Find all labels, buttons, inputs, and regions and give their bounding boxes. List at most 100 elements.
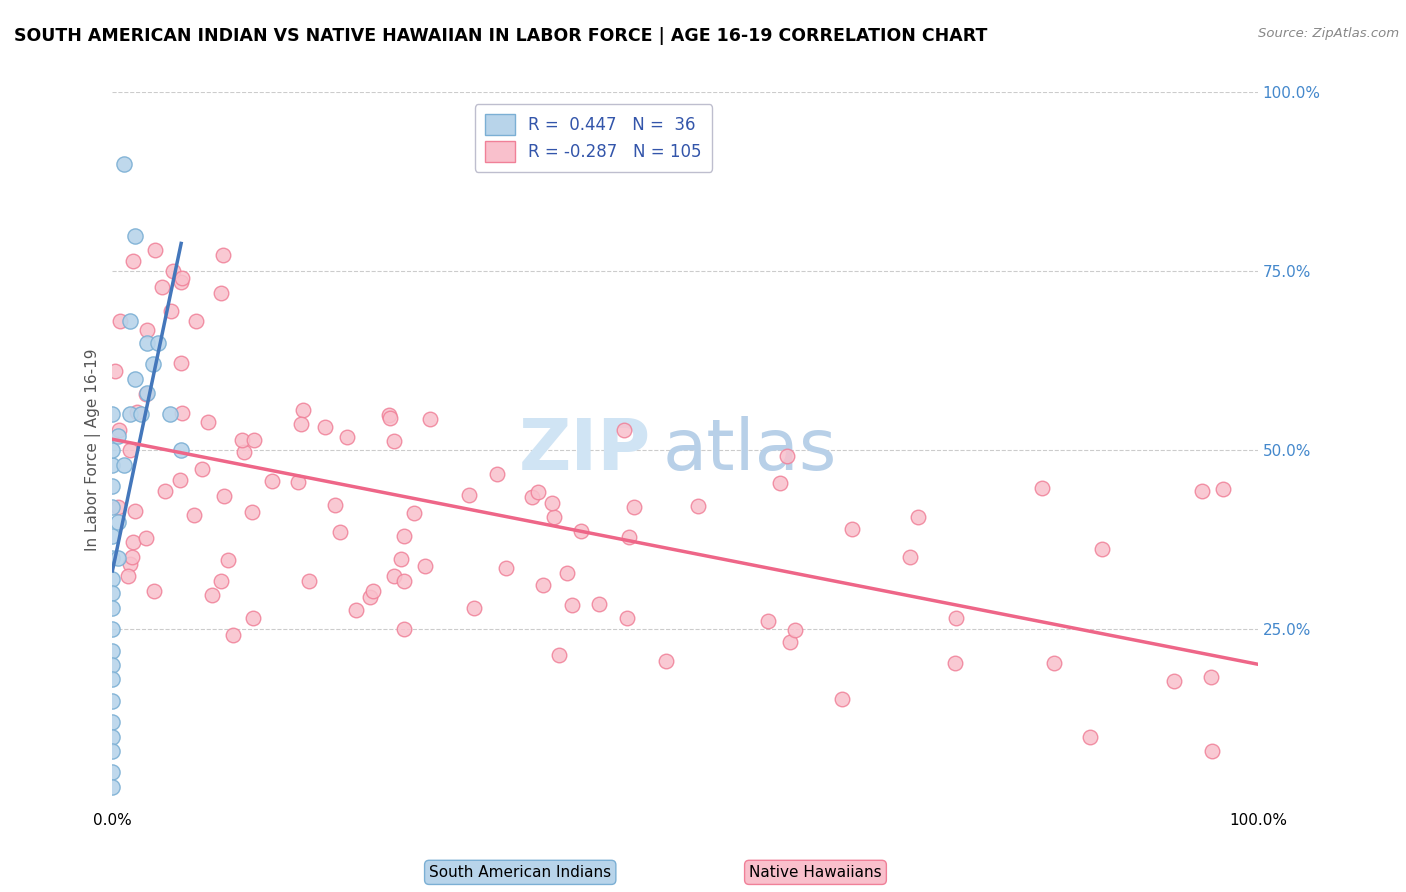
Text: atlas: atlas xyxy=(662,416,837,484)
Point xyxy=(209,574,232,588)
Point xyxy=(378,409,401,423)
Point xyxy=(389,552,412,566)
Point xyxy=(543,510,565,524)
Point xyxy=(162,264,184,278)
Point xyxy=(361,583,384,598)
Point xyxy=(101,572,124,586)
Point xyxy=(101,600,124,615)
Legend: R =  0.447   N =  36, R = -0.287   N = 105: R = 0.447 N = 36, R = -0.287 N = 105 xyxy=(475,104,711,171)
Point xyxy=(112,458,135,472)
Point xyxy=(323,498,346,512)
Point xyxy=(124,228,146,243)
Point xyxy=(329,525,352,540)
Point xyxy=(121,550,143,565)
Point xyxy=(419,412,441,426)
Point xyxy=(101,780,124,794)
Point xyxy=(101,744,124,758)
Point xyxy=(209,285,232,300)
Point xyxy=(623,500,645,514)
Point xyxy=(101,657,124,672)
Text: SOUTH AMERICAN INDIAN VS NATIVE HAWAIIAN IN LABOR FORCE | AGE 16-19 CORRELATION : SOUTH AMERICAN INDIAN VS NATIVE HAWAIIAN… xyxy=(14,27,987,45)
Point xyxy=(197,415,219,429)
Point xyxy=(588,597,610,611)
Point xyxy=(457,488,479,502)
Point xyxy=(686,500,709,514)
Point xyxy=(101,550,124,565)
Point xyxy=(107,429,129,443)
Point xyxy=(153,484,176,499)
Point xyxy=(463,601,485,615)
Point xyxy=(314,420,336,434)
Point xyxy=(101,443,124,458)
Point xyxy=(1199,670,1222,684)
Point xyxy=(160,304,183,318)
Point xyxy=(1191,484,1213,499)
Point xyxy=(135,335,157,350)
Point xyxy=(527,484,550,499)
Point xyxy=(1043,656,1066,670)
Point xyxy=(112,157,135,171)
Point xyxy=(101,458,124,472)
Point xyxy=(120,443,142,458)
Y-axis label: In Labor Force | Age 16-19: In Labor Force | Age 16-19 xyxy=(86,349,101,551)
Point xyxy=(756,614,779,628)
Point xyxy=(135,386,157,401)
Point xyxy=(143,584,166,599)
Point xyxy=(569,524,592,538)
Point xyxy=(101,622,124,636)
Point xyxy=(1163,673,1185,688)
Point xyxy=(101,586,124,600)
Point xyxy=(217,553,239,567)
Point xyxy=(107,515,129,529)
Point xyxy=(122,534,145,549)
Point xyxy=(136,323,159,337)
Point xyxy=(108,313,131,327)
Point xyxy=(135,531,157,545)
Point xyxy=(841,522,863,536)
Point xyxy=(232,445,254,459)
Point xyxy=(101,672,124,686)
Point xyxy=(783,624,806,638)
Point xyxy=(201,588,224,602)
Point xyxy=(242,610,264,624)
Text: Source: ZipAtlas.com: Source: ZipAtlas.com xyxy=(1258,27,1399,40)
Point xyxy=(769,475,792,490)
Text: ZIP: ZIP xyxy=(519,416,651,484)
Point xyxy=(150,280,173,294)
Point xyxy=(172,270,194,285)
Point xyxy=(1201,744,1223,758)
Point xyxy=(287,475,309,490)
Point xyxy=(548,648,571,662)
Point xyxy=(1078,730,1101,744)
Point xyxy=(186,314,208,328)
Point xyxy=(170,356,193,370)
Point xyxy=(212,489,235,503)
Point xyxy=(616,611,638,625)
Point xyxy=(382,568,405,582)
Point xyxy=(392,529,415,543)
Point xyxy=(945,611,967,625)
Text: South American Indians: South American Indians xyxy=(429,865,612,880)
Point xyxy=(118,314,141,328)
Point xyxy=(125,405,148,419)
Point xyxy=(148,335,170,350)
Point xyxy=(101,730,124,744)
Point xyxy=(392,622,415,636)
Point xyxy=(240,505,263,519)
Point xyxy=(183,508,205,522)
Point xyxy=(392,574,415,588)
Point xyxy=(170,443,193,458)
Point xyxy=(231,433,253,447)
Point xyxy=(159,408,181,422)
Point xyxy=(222,627,245,641)
Point xyxy=(654,654,676,668)
Point xyxy=(1031,482,1053,496)
Point xyxy=(831,691,853,706)
Point xyxy=(120,557,142,571)
Point xyxy=(101,500,124,515)
Text: Native Hawaiians: Native Hawaiians xyxy=(749,865,882,880)
Point xyxy=(122,253,145,268)
Point xyxy=(117,569,139,583)
Point xyxy=(380,411,402,425)
Point xyxy=(101,408,124,422)
